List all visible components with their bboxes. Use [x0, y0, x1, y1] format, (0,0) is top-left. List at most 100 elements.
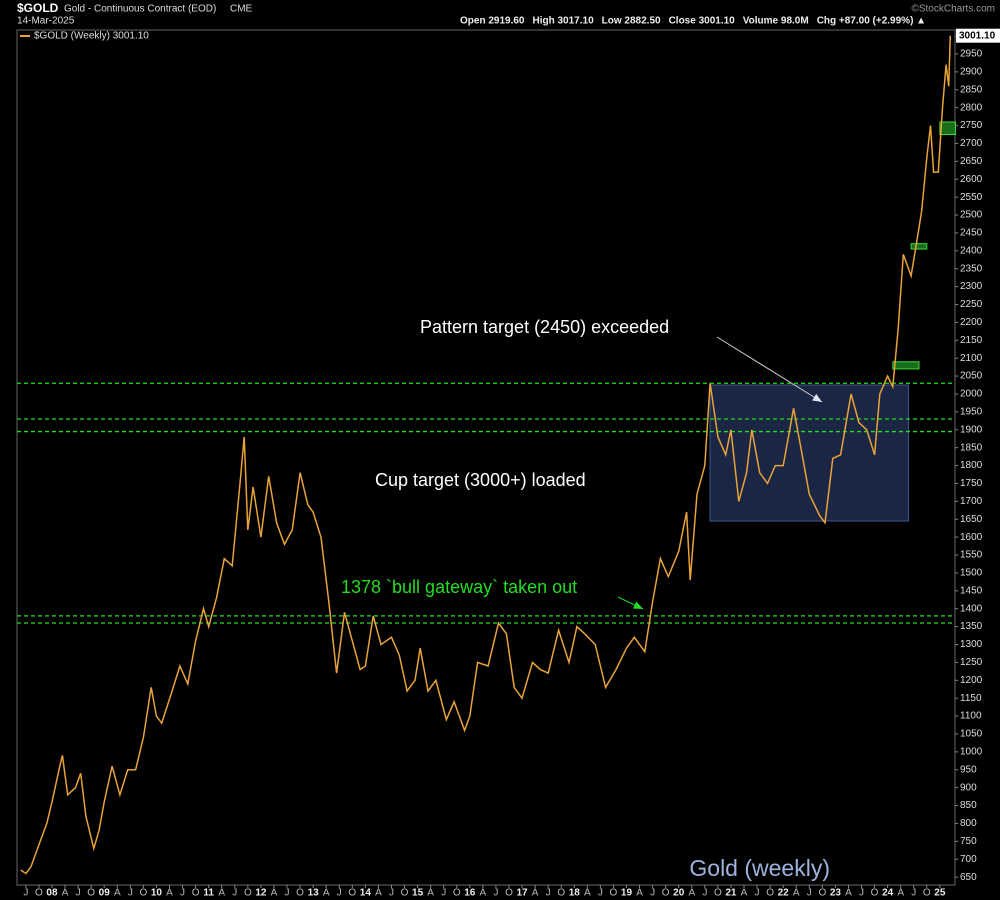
- x-tick-label: J: [755, 888, 760, 899]
- last-price-label: 3001.10: [959, 30, 996, 41]
- annotation: Cup target (3000+) loaded: [375, 470, 586, 490]
- x-tick-label: O: [348, 888, 356, 899]
- y-tick-label: 1150: [960, 693, 982, 704]
- x-tick-label: 09: [99, 888, 111, 899]
- x-tick-label: O: [401, 888, 409, 899]
- y-tick-label: 2200: [960, 317, 983, 328]
- x-tick-label: O: [766, 888, 774, 899]
- x-tick-label: 25: [934, 888, 946, 899]
- y-tick-label: 2950: [960, 49, 983, 60]
- x-tick-label: 17: [516, 888, 528, 899]
- y-tick-label: 1350: [960, 621, 983, 632]
- y-tick-label: 2600: [960, 174, 983, 185]
- y-tick-label: 2550: [960, 192, 983, 203]
- x-tick-label: J: [546, 888, 551, 899]
- quote-item: Low 2882.50: [602, 16, 661, 27]
- y-tick-label: 1850: [960, 442, 983, 453]
- y-tick-label: 2500: [960, 210, 983, 221]
- annotation: 1378 `bull gateway` taken out: [341, 577, 577, 597]
- x-tick-label: O: [557, 888, 565, 899]
- y-tick-label: 1550: [960, 550, 983, 561]
- breakout-zone: [910, 243, 928, 250]
- x-tick-label: J: [285, 888, 290, 899]
- y-tick-label: 2100: [960, 353, 983, 364]
- quote-item: High 3017.10: [532, 16, 594, 27]
- y-tick-label: 1700: [960, 496, 983, 507]
- legend-entry: $GOLD (Weekly) 3001.10: [34, 31, 149, 42]
- x-tick-label: 13: [308, 888, 320, 899]
- y-tick-label: 700: [960, 854, 977, 865]
- x-tick-label: A: [62, 888, 69, 899]
- x-tick-label: J: [76, 888, 81, 899]
- x-tick-label: A: [480, 888, 487, 899]
- date: 14-Mar-2025: [17, 16, 75, 27]
- y-tick-label: 750: [960, 836, 977, 847]
- x-tick-label: J: [128, 888, 133, 899]
- y-tick-label: 1950: [960, 407, 983, 418]
- x-tick-label: O: [453, 888, 461, 899]
- x-tick-label: 23: [830, 888, 842, 899]
- quote-item: Volume 98.0M: [743, 16, 809, 27]
- x-tick-label: J: [911, 888, 916, 899]
- y-tick-label: 2800: [960, 102, 983, 113]
- x-tick-label: J: [702, 888, 707, 899]
- arrow-head: [812, 393, 822, 402]
- y-tick-label: 850: [960, 800, 977, 811]
- x-tick-label: A: [793, 888, 800, 899]
- last-price-tag: [956, 28, 1000, 43]
- y-tick-label: 2250: [960, 299, 983, 310]
- quote-item: Open 2919.60: [460, 16, 525, 27]
- x-tick-label: A: [218, 888, 225, 899]
- x-tick-label: O: [818, 888, 826, 899]
- y-tick-label: 1500: [960, 568, 983, 579]
- x-tick-label: 14: [360, 888, 372, 899]
- y-tick-label: 1050: [960, 729, 983, 740]
- x-tick-label: A: [323, 888, 330, 899]
- x-tick-label: A: [584, 888, 591, 899]
- y-tick-label: 1600: [960, 532, 983, 543]
- x-tick-label: A: [688, 888, 695, 899]
- y-tick-label: 1900: [960, 424, 983, 435]
- arrow-head: [633, 601, 643, 609]
- y-tick-label: 2300: [960, 281, 983, 292]
- x-tick-label: O: [505, 888, 513, 899]
- x-tick-label: O: [139, 888, 147, 899]
- y-tick-label: 2000: [960, 389, 983, 400]
- x-tick-label: 10: [151, 888, 163, 899]
- quote-item: Close 3001.10: [669, 16, 736, 27]
- x-tick-label: J: [598, 888, 603, 899]
- x-tick-label: A: [897, 888, 904, 899]
- y-tick-label: 2900: [960, 67, 983, 78]
- x-tick-label: A: [845, 888, 852, 899]
- x-tick-label: O: [610, 888, 618, 899]
- y-tick-label: 1750: [960, 478, 983, 489]
- y-tick-label: 1650: [960, 514, 983, 525]
- x-tick-label: O: [923, 888, 931, 899]
- x-tick-label: O: [192, 888, 200, 899]
- watermark: Gold (weekly): [689, 855, 830, 881]
- breakout-zone: [939, 121, 957, 136]
- x-tick-label: J: [232, 888, 237, 899]
- x-tick-label: J: [650, 888, 655, 899]
- y-tick-label: 2150: [960, 335, 983, 346]
- x-tick-label: O: [296, 888, 304, 899]
- quote-item: Chg +87.00 (+2.99%) ▲: [817, 16, 926, 27]
- x-tick-label: 16: [464, 888, 476, 899]
- y-tick-label: 1400: [960, 603, 983, 614]
- x-tick-label: 19: [621, 888, 633, 899]
- y-tick-label: 1000: [960, 747, 983, 758]
- annotation-arrow: [716, 336, 823, 403]
- x-tick-label: O: [714, 888, 722, 899]
- y-tick-label: 2350: [960, 263, 983, 274]
- x-tick-label: O: [87, 888, 95, 899]
- x-tick-label: A: [636, 888, 643, 899]
- x-tick-label: A: [532, 888, 539, 899]
- x-tick-label: O: [662, 888, 670, 899]
- y-tick-label: 1800: [960, 460, 983, 471]
- x-tick-label: J: [859, 888, 864, 899]
- y-tick-label: 2650: [960, 156, 983, 167]
- x-tick-label: A: [271, 888, 278, 899]
- plot-area: [16, 29, 956, 886]
- y-tick-label: 950: [960, 764, 977, 775]
